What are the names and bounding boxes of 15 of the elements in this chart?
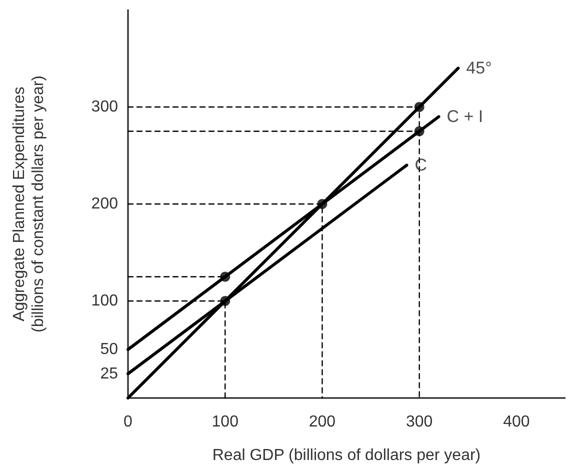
y-axis-title: Aggregate Planned Expenditures (billions of constant dollars per year)	[11, 75, 47, 333]
y-tick-label: 300	[91, 98, 118, 116]
x-tick-label: 300	[406, 414, 433, 430]
x-tick-label: 200	[308, 414, 336, 430]
y-tick-label: 25	[100, 365, 118, 382]
x-tick-label: 0	[124, 414, 133, 430]
annotation: 45°	[466, 58, 492, 78]
y-tick-label: 50	[100, 341, 118, 358]
y-tick-label: 200	[91, 196, 118, 212]
x-axis-title: Real GDP (billions of dollars per year)	[212, 447, 481, 464]
x-tick-label: 100	[212, 414, 239, 430]
annotation: C	[414, 156, 427, 175]
x-tick-label: 400	[503, 414, 530, 430]
annotation: C + I	[446, 107, 484, 126]
y-tick-label: 100	[91, 292, 118, 310]
